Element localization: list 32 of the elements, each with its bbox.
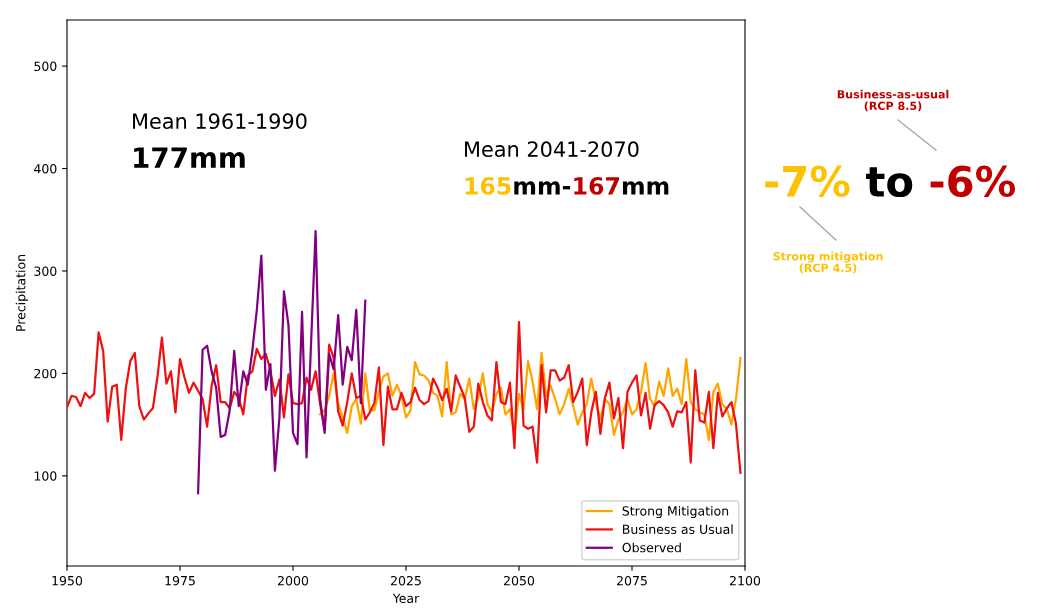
legend-label: Business as Usual [623, 524, 733, 534]
x-tick-label: 2000 [278, 575, 309, 586]
x-tick-label: 1950 [52, 575, 83, 586]
y-tick-label: 300 [34, 266, 57, 276]
x-tick-label: 2050 [504, 575, 535, 586]
y-tick-label: 500 [34, 61, 57, 72]
line-series [319, 351, 742, 442]
y-tick-label: 400 [34, 164, 57, 174]
x-axis-title: Year [392, 593, 420, 604]
annotation: 167 [574, 177, 620, 195]
legend-label: Observed [622, 542, 681, 553]
text: to [866, 167, 913, 198]
annotation: 177mm [134, 147, 245, 168]
line-series [196, 229, 367, 495]
text: -6% [930, 165, 1016, 198]
x-tick-label: 2025 [391, 575, 421, 586]
line-series [67, 321, 742, 474]
y-axis-title: Precipitation [15, 255, 28, 331]
text: Business-as-usual (RCP 8.5) [837, 89, 949, 112]
y-tick-label: 200 [34, 368, 57, 379]
x-tick-label: 2100 [730, 575, 761, 586]
text: Strong mitigation (RCP 4.5) [773, 251, 883, 274]
annotation: Mean 2041-2070 [465, 141, 639, 158]
x-tick-label: 2075 [617, 575, 647, 586]
legend-label: Strong Mitigation [622, 505, 729, 519]
annotation: mm- [514, 181, 571, 195]
annotation: Mean 1961-1990 [133, 113, 307, 130]
x-tick-label: 1975 [165, 575, 195, 586]
text: -7% [765, 165, 850, 198]
annotation: 165 [465, 177, 511, 195]
annotation: mm [622, 181, 669, 195]
y-tick-label: 100 [34, 471, 57, 481]
